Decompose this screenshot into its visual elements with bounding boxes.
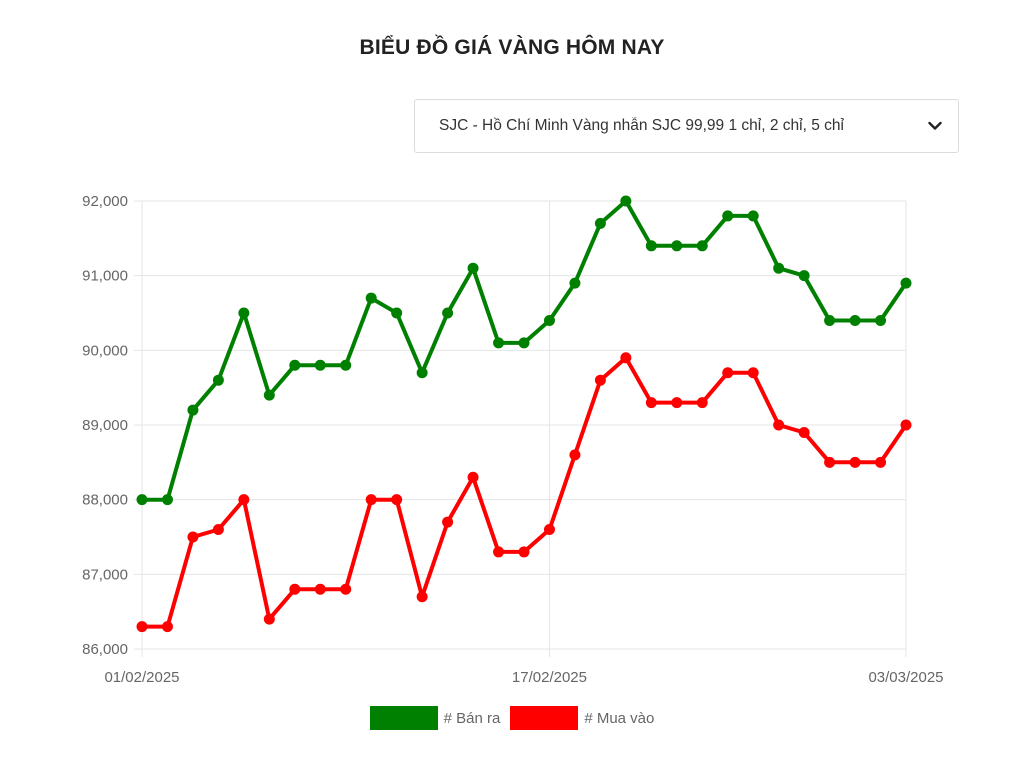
data-point-mua-vao: [696, 397, 708, 409]
data-point-mua-vao: [467, 471, 479, 483]
data-point-ban-ra: [365, 292, 377, 304]
data-point-ban-ra: [136, 494, 148, 506]
data-point-mua-vao: [238, 494, 250, 506]
data-point-mua-vao: [442, 516, 454, 528]
data-point-mua-vao: [722, 367, 734, 379]
data-point-ban-ra: [824, 314, 836, 326]
legend-swatch-mua-vao: [510, 706, 579, 730]
data-point-mua-vao: [671, 397, 683, 409]
data-point-ban-ra: [314, 359, 326, 371]
data-point-mua-vao: [645, 397, 657, 409]
data-point-ban-ra: [391, 307, 403, 319]
data-point-ban-ra: [773, 262, 785, 274]
data-point-ban-ra: [238, 307, 250, 319]
data-point-ban-ra: [875, 314, 887, 326]
data-point-mua-vao: [849, 456, 861, 468]
product-select[interactable]: SJC - Hồ Chí Minh Vàng nhẫn SJC 99,99 1 …: [414, 99, 959, 153]
y-tick-label: 92,000: [82, 193, 128, 210]
data-point-ban-ra: [645, 240, 657, 252]
data-point-ban-ra: [187, 404, 199, 416]
data-point-mua-vao: [493, 546, 505, 558]
data-point-ban-ra: [416, 367, 428, 379]
data-point-ban-ra: [161, 494, 173, 506]
data-point-mua-vao: [875, 456, 887, 468]
data-point-ban-ra: [900, 277, 912, 289]
y-tick-label: 91,000: [82, 268, 128, 285]
y-tick-label: 90,000: [82, 342, 128, 359]
data-point-mua-vao: [747, 367, 759, 379]
legend-item-mua-vao[interactable]: # Mua vào: [510, 706, 654, 730]
legend-label-mua-vao: # Mua vào: [584, 709, 655, 727]
data-point-ban-ra: [569, 277, 581, 289]
data-point-mua-vao: [773, 419, 785, 431]
data-point-ban-ra: [671, 240, 683, 252]
data-point-ban-ra: [798, 270, 810, 282]
data-point-ban-ra: [467, 262, 479, 274]
data-point-ban-ra: [518, 337, 530, 349]
data-point-ban-ra: [696, 240, 708, 252]
y-tick-label: 86,000: [82, 641, 128, 658]
data-point-ban-ra: [212, 374, 224, 386]
data-point-mua-vao: [620, 352, 632, 364]
data-point-ban-ra: [620, 195, 632, 207]
y-tick-label: 88,000: [82, 492, 128, 509]
data-point-mua-vao: [212, 524, 224, 536]
data-point-mua-vao: [900, 419, 912, 431]
data-point-mua-vao: [391, 494, 403, 506]
data-point-mua-vao: [543, 524, 555, 536]
data-point-ban-ra: [263, 389, 275, 401]
data-point-mua-vao: [187, 531, 199, 543]
product-select-value: SJC - Hồ Chí Minh Vàng nhẫn SJC 99,99 1 …: [439, 117, 844, 134]
x-tick-label: 01/02/2025: [104, 669, 179, 686]
x-tick-label: 17/02/2025: [512, 669, 587, 686]
data-point-ban-ra: [493, 337, 505, 349]
chart-legend: # Bán ra # Mua vào: [0, 706, 1024, 730]
data-point-mua-vao: [518, 546, 530, 558]
data-point-ban-ra: [442, 307, 454, 319]
y-tick-label: 89,000: [82, 417, 128, 434]
series-line-mua-vao: [142, 355, 908, 629]
y-tick-label: 87,000: [82, 566, 128, 583]
page-title: BIỂU ĐỒ GIÁ VÀNG HÔM NAY: [359, 36, 665, 59]
legend-item-ban-ra[interactable]: # Bán ra: [369, 706, 501, 730]
legend-swatch-ban-ra: [369, 706, 438, 730]
x-tick-label: 03/03/2025: [868, 669, 943, 686]
data-point-ban-ra: [594, 217, 606, 229]
data-point-ban-ra: [289, 359, 301, 371]
price-line-chart: 86,000 87,000 88,000 89,000 90,000 91,000 92,0…: [82, 193, 943, 686]
data-point-mua-vao: [263, 613, 275, 625]
data-point-mua-vao: [594, 374, 606, 386]
data-point-mua-vao: [569, 449, 581, 461]
data-point-mua-vao: [340, 583, 352, 595]
data-point-ban-ra: [747, 210, 759, 222]
data-point-mua-vao: [289, 583, 301, 595]
data-point-ban-ra: [340, 359, 352, 371]
data-point-mua-vao: [314, 583, 326, 595]
chevron-down-icon: [926, 117, 944, 135]
data-point-ban-ra: [543, 314, 555, 326]
data-point-mua-vao: [798, 426, 810, 438]
data-point-ban-ra: [722, 210, 734, 222]
data-point-mua-vao: [161, 621, 173, 633]
data-point-mua-vao: [365, 494, 377, 506]
legend-label-ban-ra: # Bán ra: [443, 709, 501, 727]
data-point-mua-vao: [824, 456, 836, 468]
data-point-mua-vao: [136, 621, 148, 633]
data-point-mua-vao: [416, 591, 428, 603]
data-point-ban-ra: [849, 314, 861, 326]
